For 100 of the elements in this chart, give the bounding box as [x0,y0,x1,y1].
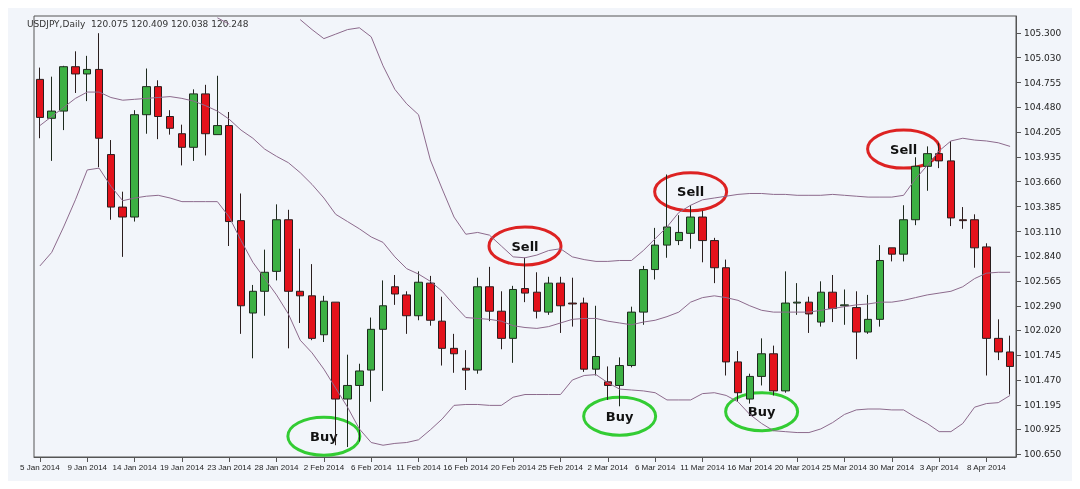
x-tick-label: 25 Feb 2014 [538,462,584,472]
y-tick-label: 105.300 [1024,28,1062,39]
y-tick-label: 101.195 [1024,399,1062,410]
x-tick-label: 3 Apr 2014 [919,462,959,472]
candlestick [154,79,162,140]
candlestick [296,248,304,324]
candlestick [828,274,837,323]
candlestick [710,237,719,284]
y-tick-label: 103.110 [1024,226,1062,237]
candlestick [59,65,68,131]
annotation: Buy [747,404,776,420]
candlestick [83,55,91,102]
candlestick [615,356,624,407]
candlestick [722,259,730,376]
x-tick-label: 2 Feb 2014 [303,462,345,472]
y-tick-label: 103.935 [1024,151,1062,162]
candlestick [899,204,908,262]
x-tick-label: 8 Apr 2014 [967,462,1007,472]
candlestick [627,306,636,368]
candlestick [308,263,316,341]
candlestick [355,363,364,443]
x-tick-label: 11 Mar 2014 [680,462,726,472]
annotation: Sell [511,238,539,254]
annotation: Buy [605,408,634,424]
x-tick-label: 25 Mar 2014 [821,462,868,472]
candlestick [852,290,861,360]
candlestick [781,270,790,394]
x-tick-label: 14 Jan 2014 [112,462,158,472]
x-tick-label: 11 Feb 2014 [396,462,442,472]
x-tick-label: 9 Jan 2014 [67,462,108,472]
candlestick [201,84,210,156]
y-tick-label: 101.470 [1024,375,1062,386]
candlestick [189,88,198,162]
candlestick [746,373,754,405]
candlestick [864,294,872,335]
candlestick [118,191,127,258]
line-series [39,91,1011,329]
annotation: Sell [677,184,705,200]
candlestick [178,124,186,166]
candlestick [970,213,979,269]
candlestick [260,249,269,317]
y-tick-label: 101.745 [1024,350,1062,361]
candlestick [284,209,293,349]
y-tick-label: 100.650 [1024,449,1062,460]
x-tick-label: 19 Jan 2014 [159,462,205,472]
candlestick [130,109,139,223]
y-tick-label: 100.925 [1024,424,1062,435]
candlestick [95,32,103,168]
candlestick [497,290,506,350]
candlestick [213,75,222,136]
candlestick [249,284,257,359]
candlestick [142,68,151,135]
y-tick-label: 102.840 [1024,250,1062,261]
x-tick-label: 23 Jan 2014 [207,462,252,472]
candlestick [698,210,707,263]
x-tick-label: 20 Mar 2014 [774,462,821,472]
candlestick [686,204,695,250]
candlestick [225,111,233,247]
y-tick-label: 103.385 [1024,201,1062,212]
candlestick [438,296,446,367]
candlestick [166,109,174,136]
y-tick-label: 104.480 [1024,102,1062,113]
candlestick [544,276,553,316]
candlestick [426,275,435,327]
candlestick [237,192,245,335]
candlestick [651,227,659,281]
candlestick [888,247,896,262]
x-tick-label: 6 Feb 2014 [350,462,392,472]
candlestick [935,142,943,169]
candlestick [320,295,328,343]
candlestick [663,173,671,259]
candlestick [71,50,80,94]
candlestick [757,337,766,386]
candlestick [923,145,932,192]
x-tick-label: 2 Mar 2014 [587,462,629,472]
x-tick-label: 16 Feb 2014 [443,462,489,472]
x-tick-label: 20 Feb 2014 [490,462,537,472]
x-tick-label: 28 Jan 2014 [254,462,300,472]
candlestick [568,277,577,328]
y-tick-label: 102.565 [1024,275,1062,286]
annotation: Sell [890,141,918,157]
candlestick [367,317,375,403]
x-tick-label: 16 Mar 2014 [727,462,773,472]
candlestick [959,206,967,230]
candlestick [734,350,742,403]
line-series [39,167,1011,446]
candlestick [473,277,482,375]
y-tick-label: 102.020 [1024,325,1062,336]
x-tick-label: 6 Mar 2014 [634,462,676,472]
candlestick [817,280,825,328]
candlestick [450,333,458,374]
y-tick-label: 102.290 [1024,300,1062,311]
candlestick [36,67,44,139]
candlestick [391,274,399,306]
chart-title: USDJPY,Daily 120.075 120.409 120.038 120.248 [27,18,249,29]
candlestick [47,76,56,162]
y-tick-label: 103.660 [1024,176,1062,187]
candlestick [769,345,778,396]
y-tick-label: 105.030 [1024,52,1062,63]
candlestick [982,242,991,376]
